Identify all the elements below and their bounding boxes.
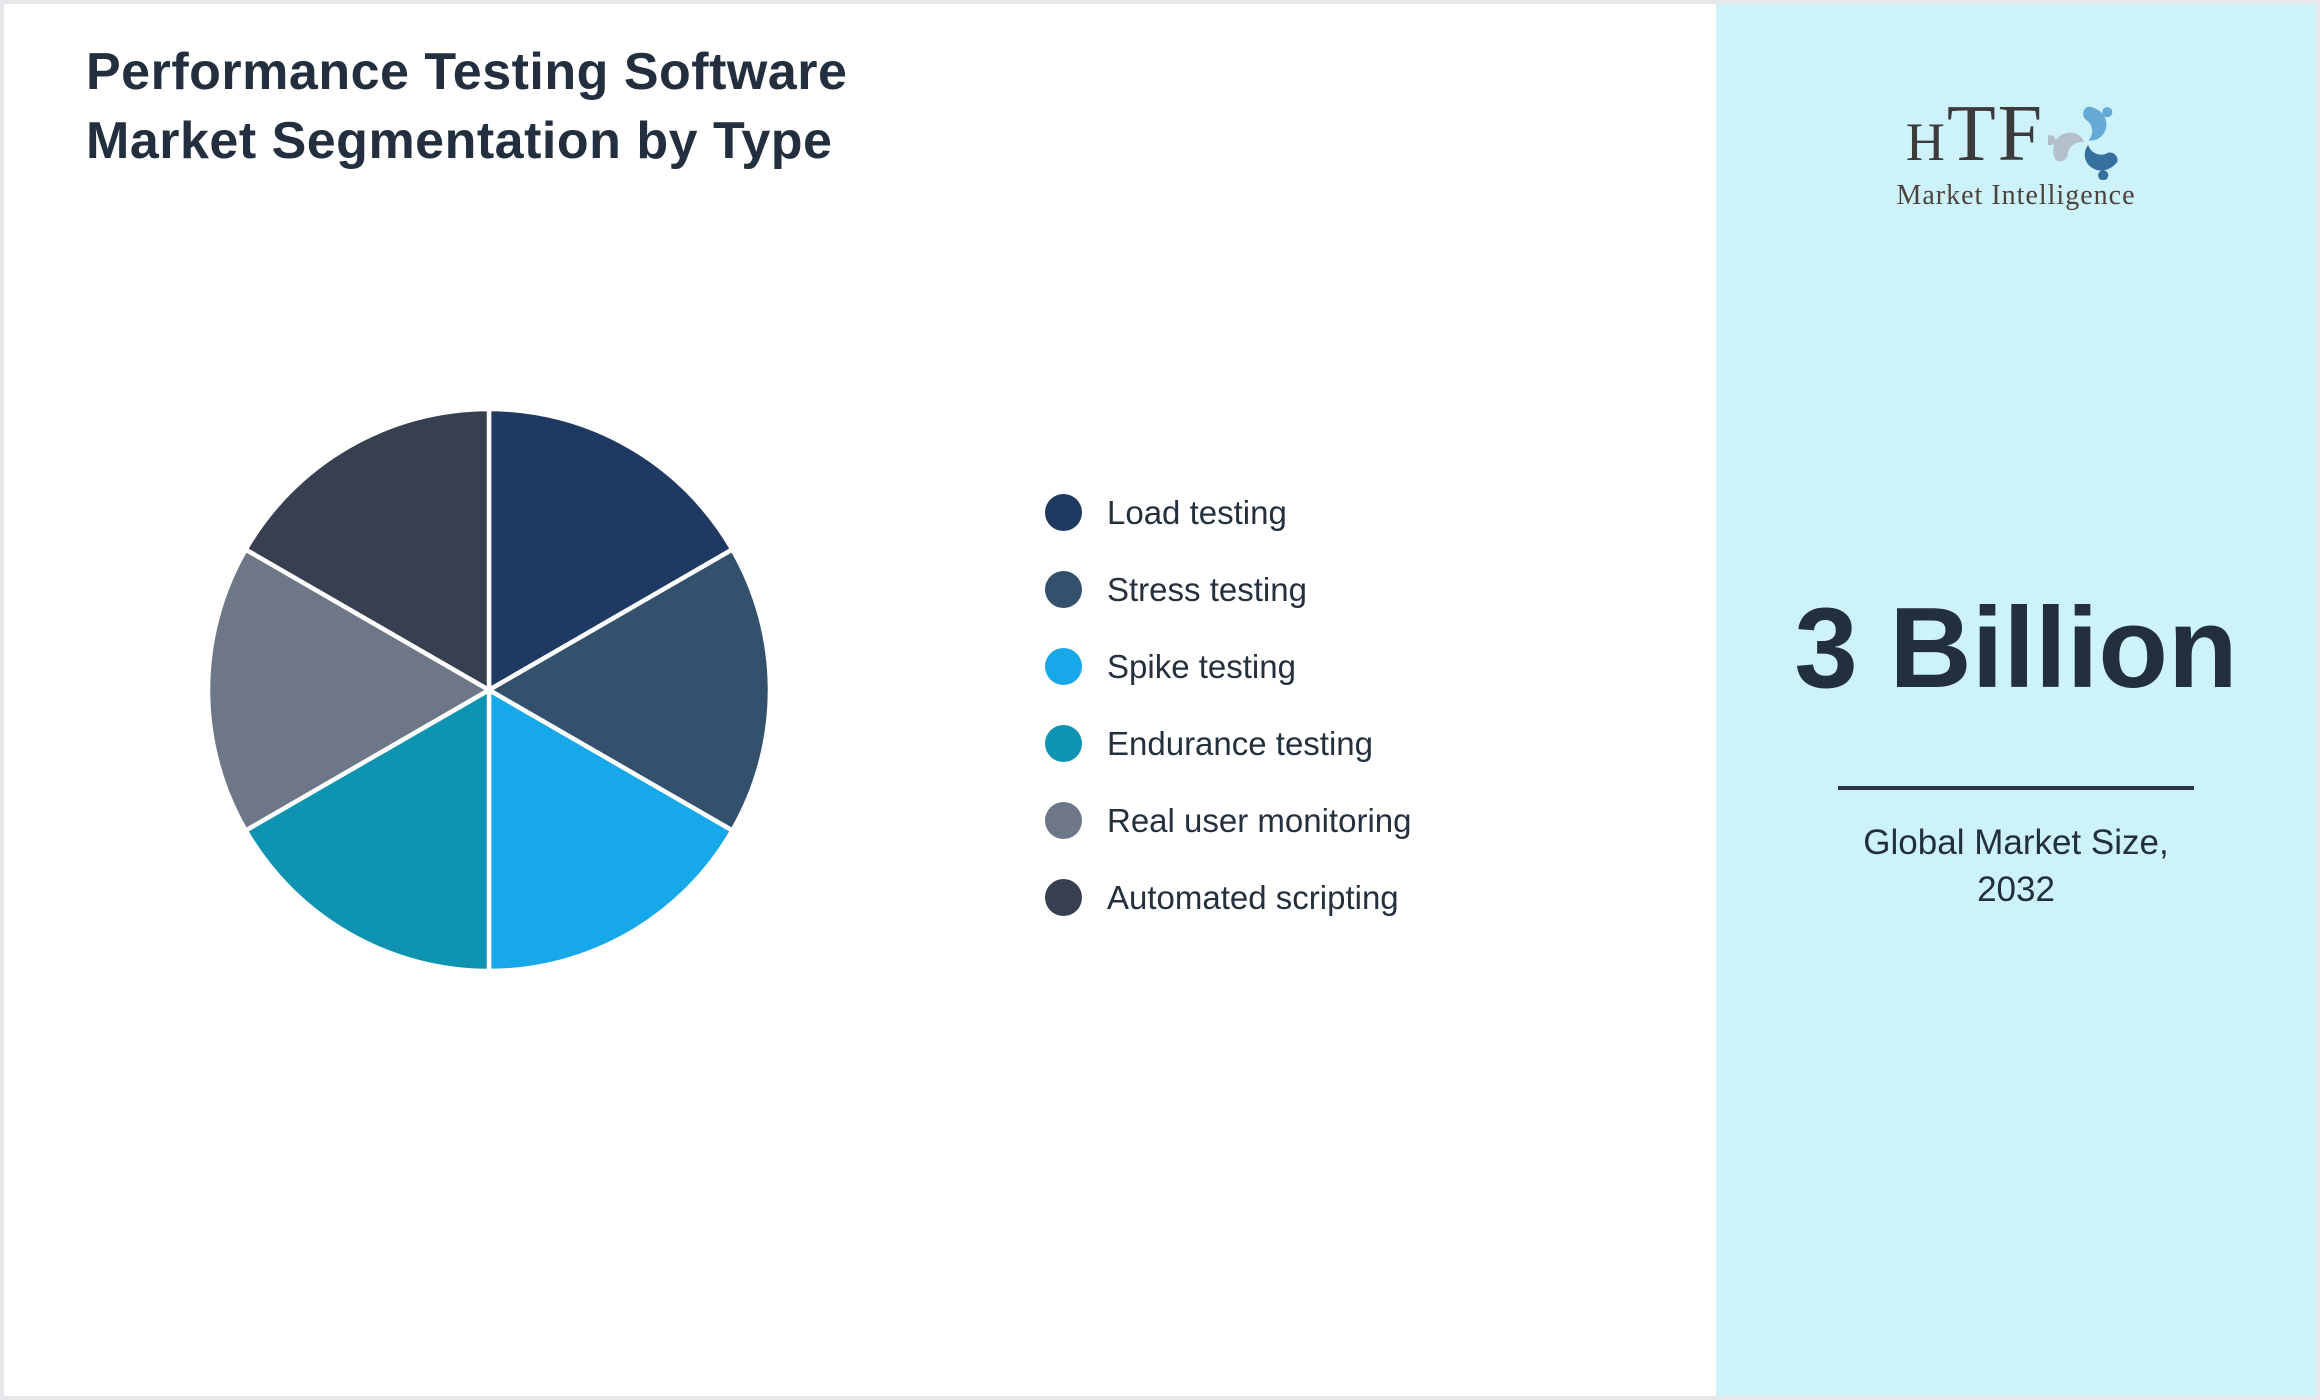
legend-item: Real user monitoring bbox=[1045, 802, 1411, 839]
legend-swatch-icon bbox=[1045, 725, 1082, 762]
htf-logo-text: HTF bbox=[1905, 90, 2045, 178]
market-size-value: 3 Billion bbox=[1794, 585, 2238, 712]
divider bbox=[1838, 786, 2194, 790]
legend-item: Automated scripting bbox=[1045, 879, 1411, 916]
pie-slice-spike-testing bbox=[486, 687, 735, 974]
legend-label: Automated scripting bbox=[1107, 878, 1399, 916]
market-size-caption-line1: Global Market Size, bbox=[1863, 823, 2169, 862]
pie-slice-endurance-testing bbox=[243, 687, 492, 974]
htf-logo-subtext: Market Intelligence bbox=[1896, 180, 2136, 211]
legend-item: Stress testing bbox=[1045, 571, 1411, 608]
legend-label: Load testing bbox=[1107, 493, 1287, 531]
page-title: Performance Testing Software Market Segm… bbox=[86, 38, 847, 176]
htf-logo: HTF Market Intelligence bbox=[1716, 82, 2316, 212]
legend-label: Spike testing bbox=[1107, 647, 1296, 685]
page-title-line1: Performance Testing Software bbox=[86, 43, 848, 101]
page-title-line2: Market Segmentation by Type bbox=[86, 112, 833, 170]
legend-item: Endurance testing bbox=[1045, 725, 1411, 762]
market-size-caption-line2: 2032 bbox=[1977, 870, 2055, 909]
sidebar: HTF Market Intelligence 3 Billion bbox=[1716, 4, 2316, 1396]
pie-slice-automated-scripting bbox=[243, 406, 492, 693]
pie-slice-stress-testing bbox=[486, 547, 773, 833]
pie-slice-real-user-monitoring bbox=[205, 547, 492, 833]
legend-item: Load testing bbox=[1045, 494, 1411, 531]
legend: Load testing Stress testing Spike testin… bbox=[1045, 494, 1411, 956]
pie-slice-load-testing bbox=[486, 406, 735, 693]
htf-dolphins-icon bbox=[2048, 106, 2121, 180]
legend-label: Endurance testing bbox=[1107, 724, 1374, 762]
pie-chart bbox=[205, 406, 773, 974]
legend-swatch-icon bbox=[1045, 648, 1082, 685]
legend-swatch-icon bbox=[1045, 494, 1082, 531]
legend-swatch-icon bbox=[1045, 879, 1082, 916]
market-size-caption: Global Market Size, 2032 bbox=[1716, 819, 2316, 913]
legend-label: Real user monitoring bbox=[1107, 801, 1412, 839]
legend-item: Spike testing bbox=[1045, 648, 1411, 685]
legend-swatch-icon bbox=[1045, 802, 1082, 839]
legend-swatch-icon bbox=[1045, 571, 1082, 608]
legend-label: Stress testing bbox=[1107, 570, 1307, 608]
